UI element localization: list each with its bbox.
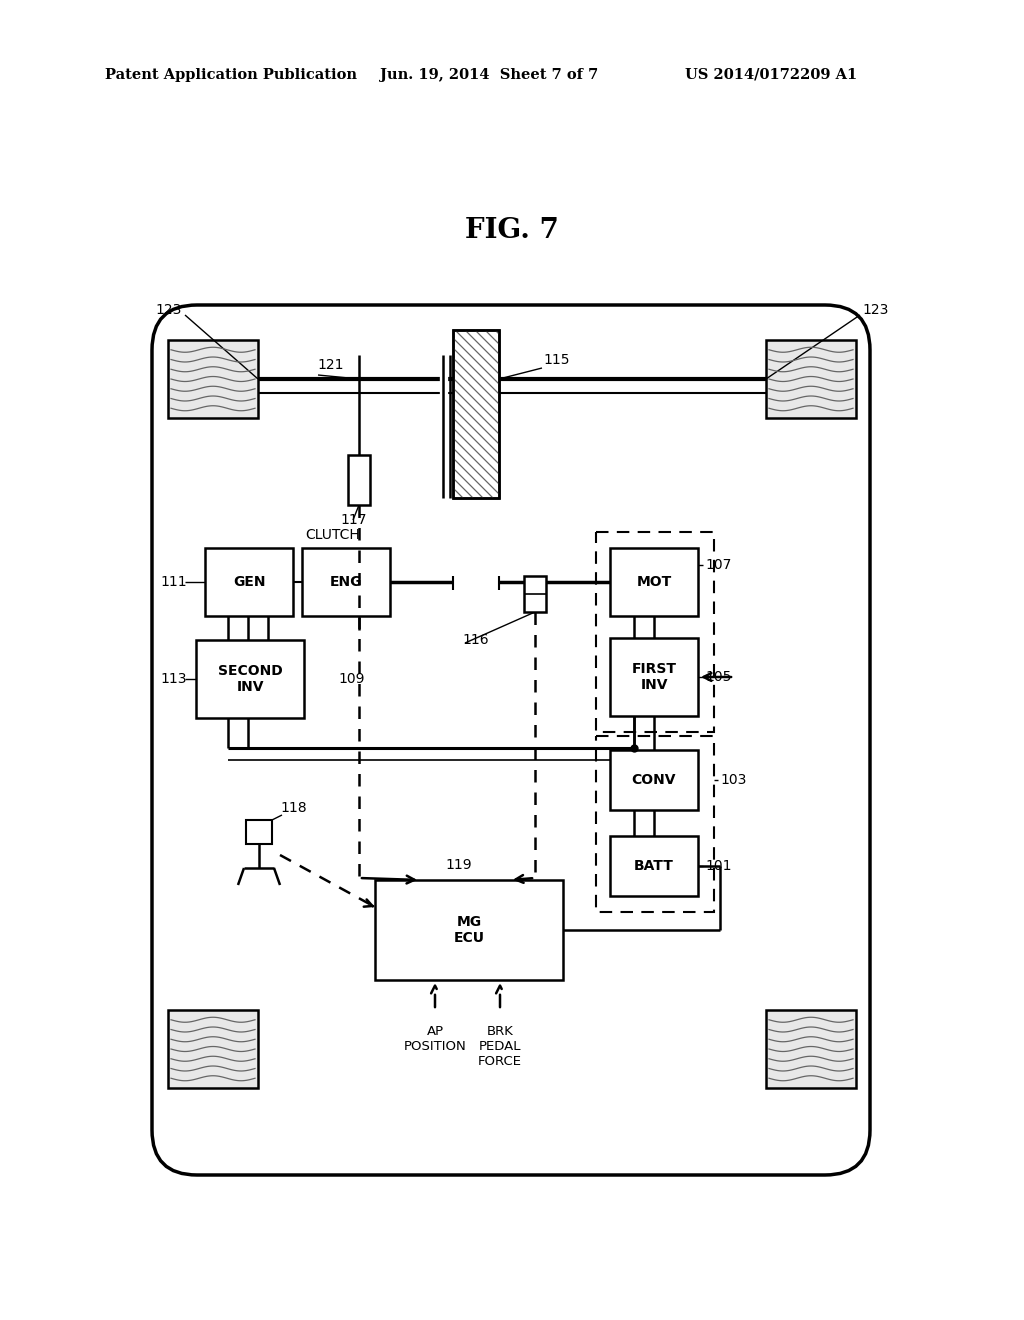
Text: 109: 109 xyxy=(338,672,365,686)
Text: MOT: MOT xyxy=(636,576,672,589)
Bar xyxy=(196,640,304,718)
Text: 116: 116 xyxy=(462,634,488,647)
Text: BRK
PEDAL
FORCE: BRK PEDAL FORCE xyxy=(478,1026,522,1068)
Text: 123: 123 xyxy=(155,304,181,317)
Bar xyxy=(596,737,714,912)
Text: 115: 115 xyxy=(543,352,569,367)
Bar xyxy=(610,750,698,810)
Text: AP
POSITION: AP POSITION xyxy=(403,1026,466,1053)
Bar xyxy=(766,341,856,418)
Bar xyxy=(168,341,258,418)
Bar xyxy=(168,1010,258,1088)
Text: 113: 113 xyxy=(160,672,186,686)
Bar xyxy=(610,638,698,715)
Bar xyxy=(596,532,714,733)
Text: MG
ECU: MG ECU xyxy=(454,915,484,945)
Bar xyxy=(246,820,272,843)
Bar xyxy=(524,576,546,612)
Bar xyxy=(610,548,698,616)
Text: 117: 117 xyxy=(340,513,367,527)
Text: 103: 103 xyxy=(720,774,746,787)
Text: Patent Application Publication: Patent Application Publication xyxy=(105,69,357,82)
Text: SECOND
INV: SECOND INV xyxy=(218,664,283,694)
Text: CONV: CONV xyxy=(632,774,676,787)
Text: 101: 101 xyxy=(705,859,731,873)
Text: 119: 119 xyxy=(445,858,472,873)
Text: Jun. 19, 2014  Sheet 7 of 7: Jun. 19, 2014 Sheet 7 of 7 xyxy=(380,69,598,82)
Bar xyxy=(766,1010,856,1088)
Bar xyxy=(453,330,499,498)
Text: 123: 123 xyxy=(862,304,889,317)
Text: BATT: BATT xyxy=(634,859,674,873)
Bar xyxy=(375,880,563,979)
Text: FIG. 7: FIG. 7 xyxy=(465,216,559,243)
Text: 118: 118 xyxy=(280,801,306,814)
Text: 121: 121 xyxy=(317,358,343,372)
Bar xyxy=(302,548,390,616)
Text: 107: 107 xyxy=(705,558,731,572)
Text: 111: 111 xyxy=(160,576,186,589)
Bar xyxy=(610,836,698,896)
Text: GEN: GEN xyxy=(232,576,265,589)
Bar xyxy=(453,330,499,498)
Text: 105: 105 xyxy=(705,671,731,684)
Text: CLUTCH: CLUTCH xyxy=(305,528,359,543)
Bar xyxy=(205,548,293,616)
Text: US 2014/0172209 A1: US 2014/0172209 A1 xyxy=(685,69,857,82)
Bar xyxy=(348,455,370,506)
Text: FIRST
INV: FIRST INV xyxy=(632,661,677,692)
Text: ENG: ENG xyxy=(330,576,362,589)
